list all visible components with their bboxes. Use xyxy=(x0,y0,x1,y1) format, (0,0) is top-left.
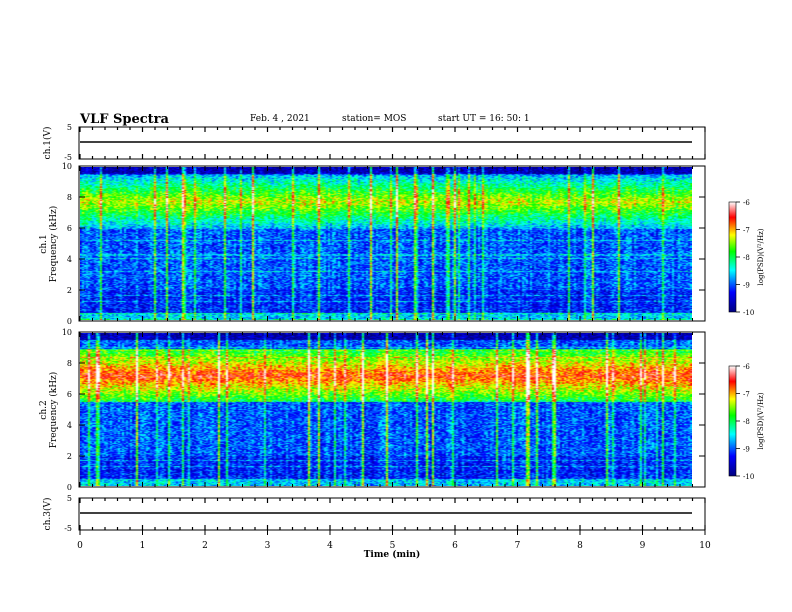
time-xtick-label: 6 xyxy=(452,541,458,551)
time-xtick-label: 7 xyxy=(515,541,521,551)
ch3-waveform-ylabel: ch.3(V) xyxy=(42,498,53,531)
time-xtick-label: 9 xyxy=(640,541,646,551)
ch1-waveform-ticks xyxy=(79,127,706,159)
ch2-colorbar: -6 -7 -8 -9 -10 log(PSD)(V²/Hz) xyxy=(728,363,765,481)
spec-ytick-label: 2 xyxy=(67,452,72,461)
ch1-waveform-ylabel: ch.1(V) xyxy=(42,127,53,160)
ch1-colorbar-label: log(PSD)(V²/Hz) xyxy=(757,228,765,285)
ch1-colorbar: -6 -7 -8 -9 -10 log(PSD)(V²/Hz) xyxy=(728,199,765,317)
colorbar-tick-label: -8 xyxy=(743,254,750,262)
time-xtick-label: 0 xyxy=(77,541,83,551)
colorbar-tick-label: -9 xyxy=(743,282,750,290)
colorbar-tick-label: -7 xyxy=(743,227,750,235)
time-xtick-label: 1 xyxy=(140,541,146,551)
ch1-spec-ylabel: Frequency (kHz) xyxy=(48,206,59,283)
time-xtick-label: 8 xyxy=(577,541,583,551)
ch2-spec-channel-label: ch.2 xyxy=(39,400,49,419)
spec-ytick-label: 10 xyxy=(62,328,72,337)
ch2-spectrogram-panel: 0 2 4 6 8 10 ch.2 Frequency (kHz) xyxy=(39,328,706,492)
figure-title: VLF Spectra xyxy=(80,112,169,127)
spec-ytick-label: 4 xyxy=(67,421,72,430)
colorbar-tick-label: -6 xyxy=(743,363,750,371)
header-date: Feb. 4 , 2021 xyxy=(250,114,310,124)
colorbar-tick-label: -9 xyxy=(743,446,750,454)
spec-ytick-label: 8 xyxy=(67,359,72,368)
spec-ytick-label: 6 xyxy=(67,224,72,233)
ch1-ytick-bottom: -5 xyxy=(64,153,72,162)
time-xtick-label: 4 xyxy=(327,541,333,551)
ch1-spec-channel-label: ch.1 xyxy=(39,234,49,253)
time-xtick-label: 3 xyxy=(265,541,271,551)
ch1-colorbar-gradient xyxy=(728,201,737,313)
time-axis-label: Time (min) xyxy=(364,549,421,560)
ch2-spectrogram-image xyxy=(80,333,692,486)
ch3-ytick-bottom: -5 xyxy=(64,524,72,533)
spec-ytick-label: 0 xyxy=(67,483,72,492)
ch3-ytick-top: 5 xyxy=(67,494,72,503)
colorbar-tick-label: -10 xyxy=(743,309,754,317)
ch1-ytick-top: 5 xyxy=(67,123,72,132)
ch1-waveform-panel: 5 -5 ch.1(V) xyxy=(42,123,706,162)
ch1-spectrogram-panel: 0 2 4 6 8 10 ch.1 Frequency (kHz) xyxy=(39,162,706,326)
colorbar-tick-label: -7 xyxy=(743,391,750,399)
colorbar-tick-label: -8 xyxy=(743,418,750,426)
ch1-colorbar-ticks: -6 -7 -8 -9 -10 xyxy=(736,199,754,317)
ch2-spectrogram-axis: 0 2 4 6 8 10 xyxy=(62,328,706,492)
spec-ytick-label: 10 xyxy=(62,162,72,171)
time-axis: 0 1 2 3 4 5 6 7 8 9 10 xyxy=(77,530,711,551)
spec-ytick-label: 2 xyxy=(67,286,72,295)
ch1-spectrogram-image xyxy=(80,167,692,320)
ch3-waveform-ticks xyxy=(79,498,706,530)
header-start-time: start UT = 16: 50: 1 xyxy=(438,114,530,124)
spec-ytick-label: 0 xyxy=(67,317,72,326)
ch2-colorbar-gradient xyxy=(728,365,737,477)
time-xtick-label: 10 xyxy=(699,541,711,551)
colorbar-tick-label: -6 xyxy=(743,199,750,207)
spec-ytick-label: 8 xyxy=(67,193,72,202)
spec-ytick-label: 6 xyxy=(67,390,72,399)
ch1-spectrogram-axis: 0 2 4 6 8 10 xyxy=(62,162,706,326)
time-xtick-label: 2 xyxy=(202,541,208,551)
spec-ytick-label: 4 xyxy=(67,255,72,264)
colorbar-tick-label: -10 xyxy=(743,473,754,481)
ch3-waveform-panel: 5 -5 ch.3(V) 0 1 2 3 4 5 6 7 8 9 10 Time (min) xyxy=(42,494,711,560)
ch2-colorbar-ticks: -6 -7 -8 -9 -10 xyxy=(736,363,754,481)
ch2-spec-ylabel: Frequency (kHz) xyxy=(48,372,59,449)
header-station: station= MOS xyxy=(342,114,407,124)
time-xtick-label: 5 xyxy=(390,541,396,551)
ch2-colorbar-label: log(PSD)(V²/Hz) xyxy=(757,392,765,449)
